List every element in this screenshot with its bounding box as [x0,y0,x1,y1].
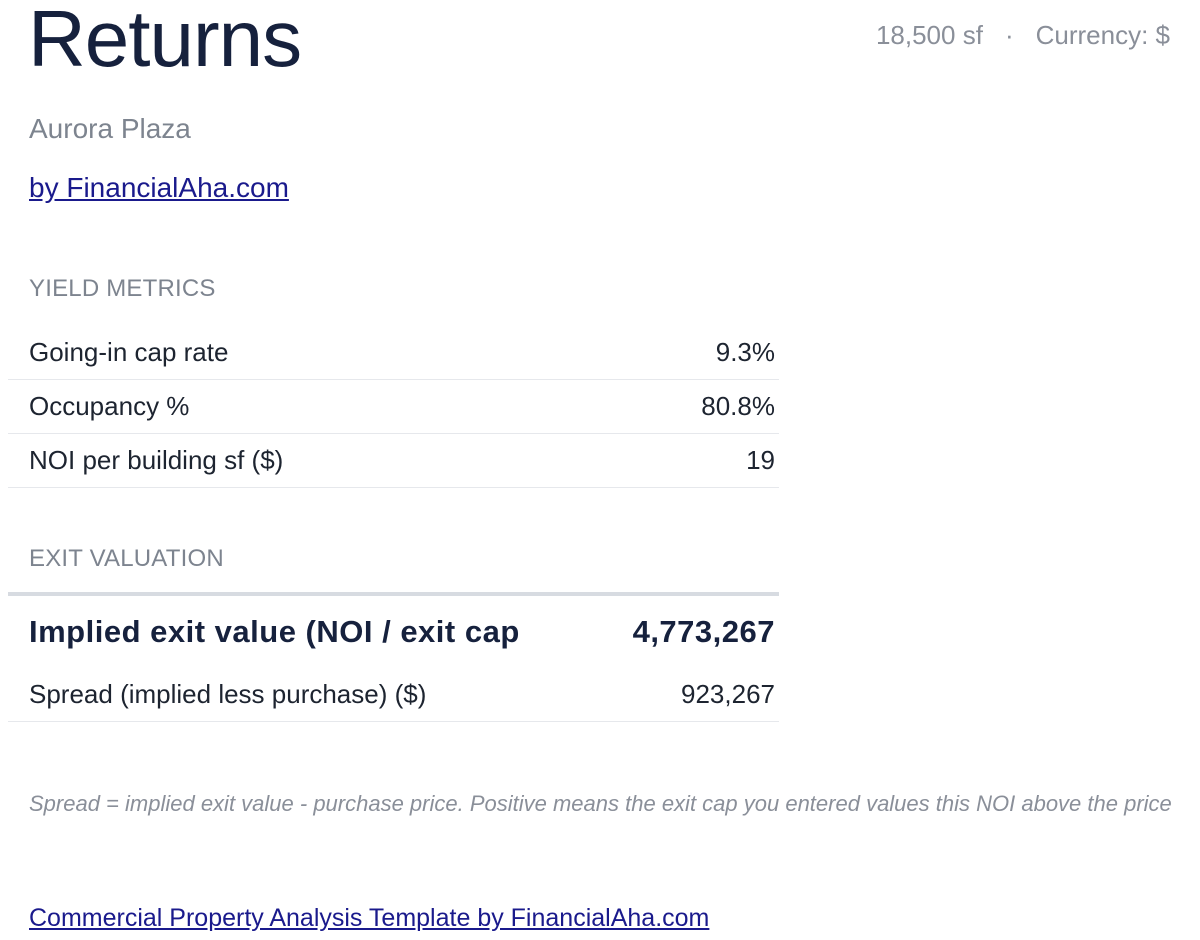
implied-exit-value: 4,773,267 [632,614,775,649]
currency-label: Currency: $ [1035,20,1170,50]
exit-valuation-table: Implied exit value (NOI / exit cap 4,773… [8,592,779,722]
footer-link[interactable]: Commercial Property Analysis Template by… [29,904,710,932]
spread-label: Spread (implied less purchase) ($) [29,679,427,709]
spread-value: 923,267 [681,679,775,709]
building-area: 18,500 sf [875,20,983,50]
exit-valuation-heading: EXIT VALUATION [29,545,224,572]
property-name: Aurora Plaza [29,113,191,144]
header-meta: 18,500 sf · Currency: $ [876,18,1170,52]
implied-exit-value-label: Implied exit value (NOI / exit cap [29,614,520,649]
metric-value: 80.8% [701,391,775,421]
metric-value: 9.3% [715,337,775,367]
table-divider [8,592,779,596]
meta-separator: · [1004,20,1014,50]
table-row: Occupancy % 80.8% [8,380,779,434]
table-row: NOI per building sf ($) 19 [8,434,779,488]
table-row: Spread (implied less purchase) ($) 923,2… [8,668,779,722]
yield-metrics-heading: YIELD METRICS [29,275,216,302]
metric-label: Going-in cap rate [29,337,229,367]
metric-label: NOI per building sf ($) [29,445,284,475]
spread-footnote: Spread = implied exit value - purchase p… [29,791,1172,816]
table-row: Going-in cap rate 9.3% [8,326,779,380]
page-title: Returns [28,0,302,83]
yield-metrics-table: Going-in cap rate 9.3% Occupancy % 80.8%… [8,326,779,488]
metric-label: Occupancy % [29,391,190,421]
byline-link[interactable]: by FinancialAha.com [29,172,289,203]
metric-value: 19 [746,445,775,475]
highlight-row: Implied exit value (NOI / exit cap 4,773… [8,596,779,668]
